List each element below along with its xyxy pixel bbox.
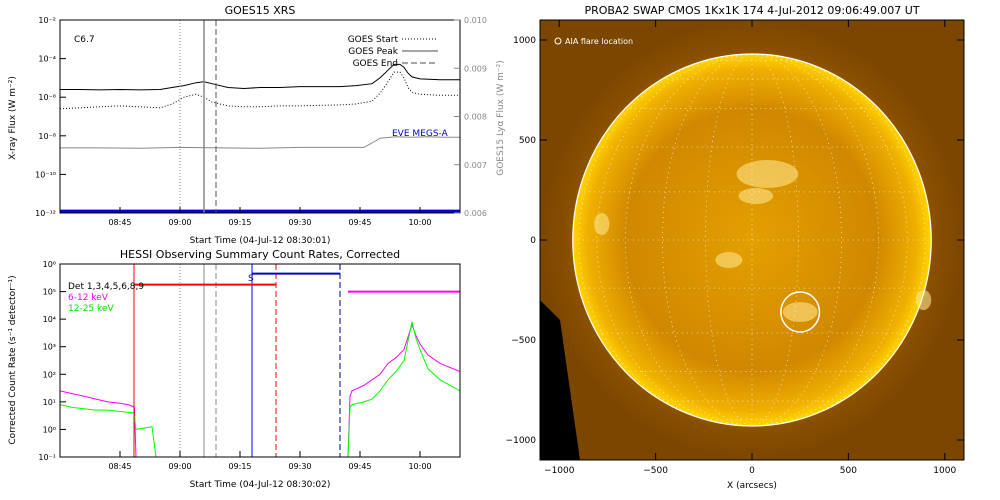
swap-title: PROBA2 SWAP CMOS 1Kx1K 174 4-Jul-2012 09…: [584, 4, 919, 17]
xrs-y-axis-label: X-ray Flux (W m⁻²): [8, 76, 18, 160]
hessi-plot-frame: [59, 263, 461, 458]
xrs-y-tick-label: 10⁻⁸: [38, 132, 56, 141]
hessi-x-axis-label: Start Time (04-Jul-12 08:30:02): [190, 480, 331, 490]
xrs-x-tick-label: 10:00: [408, 218, 431, 227]
flare-location-circle: [780, 291, 821, 333]
hessi-legend-hi: 12-25 keV: [68, 304, 114, 314]
hessi-series-hi: [60, 321, 460, 457]
hessi-y-tick-label: 10⁵: [43, 288, 56, 297]
swap-y-tick-label: −1000: [506, 436, 537, 446]
swap-x-tick-label: −500: [643, 466, 668, 476]
xrs-y-tick-label: 10⁻⁴: [38, 55, 56, 64]
xrs-y-right-tick-label: 0.008: [464, 113, 487, 122]
sun-limb: [572, 53, 932, 427]
hessi-title: HESSI Observing Summary Count Rates, Cor…: [120, 248, 400, 261]
hessi-y-tick-label: 10³: [43, 343, 56, 352]
xrs-legend-peak-label: GOES Peak: [348, 47, 398, 57]
xrs-x-tick-label: 08:45: [108, 218, 131, 227]
xrs-y-axis-right-label: GOES15 Lyα Flux (W m⁻²): [496, 60, 506, 176]
xrs-legend: GOES Start GOES Peak GOES End: [348, 35, 438, 69]
hessi-x-tick-label: 09:00: [168, 462, 191, 471]
xrs-plot-frame: [59, 19, 461, 214]
xrs-legend-start-label: GOES Start: [348, 35, 399, 45]
hessi-x-tick-label: 09:45: [348, 462, 371, 471]
swap-x-axis-label: X (arcsecs): [727, 481, 777, 491]
xrs-series-long: [60, 63, 460, 91]
xrs-x-tick-label: 09:45: [348, 218, 371, 227]
swap-y-tick-label: 0: [530, 236, 536, 246]
swap-panel: PROBA2 SWAP CMOS 1Kx1K 174 4-Jul-2012 09…: [506, 4, 965, 491]
hessi-panel: HESSI Observing Summary Count Rates, Cor…: [8, 248, 461, 490]
swap-y-tick-label: −500: [511, 336, 536, 346]
hessi-markers: [133, 264, 460, 457]
xrs-x-tick-label: 09:30: [288, 218, 311, 227]
xrs-series-lya: [60, 136, 460, 149]
hessi-y-tick-label: 10⁶: [43, 260, 56, 269]
xrs-series-group: [60, 63, 460, 213]
hessi-y-tick-label: 10⁻¹: [38, 453, 56, 462]
hessi-s-label: S: [248, 274, 254, 284]
active-region: [782, 302, 818, 322]
hessi-legend: Det 1,3,4,5,6,8,9 6-12 keV 12-25 keV: [68, 282, 144, 314]
active-region: [593, 213, 610, 235]
xrs-y-tick-label: 10⁻¹²: [35, 209, 56, 218]
xrs-flare-times: [179, 20, 217, 213]
swap-y-tick-label: 1000: [513, 36, 536, 46]
grid-longitude: [596, 53, 753, 427]
xrs-y-tick-label: 10⁻⁶: [38, 93, 56, 102]
swap-y-tick-label: 500: [519, 136, 536, 146]
swap-dark-corner: [540, 300, 580, 460]
xrs-title: GOES15 XRS: [225, 4, 296, 17]
xrs-eve-annotation: EVE MEGS-A: [392, 129, 449, 139]
xrs-panel: GOES15 XRS 10⁻¹² 10⁻¹⁰ 10⁻⁸ 10⁻⁶ 10⁻⁴ 10⁻² 0.…: [8, 4, 506, 246]
hessi-y-tick-label: 10²: [43, 370, 56, 379]
swap-x-tick-label: 500: [840, 466, 857, 476]
swap-x-axis: −1000 −500 0 500 1000: [544, 20, 956, 476]
xrs-y-right-tick-label: 0.007: [464, 161, 487, 170]
xrs-y-right-tick-label: 0.010: [464, 16, 487, 25]
hessi-y-tick-label: 10⁰: [43, 425, 56, 434]
hessi-legend-lo: 6-12 keV: [68, 293, 109, 303]
xrs-x-tick-label: 09:15: [228, 218, 251, 227]
swap-image: [540, 20, 964, 460]
xrs-y-tick-label: 10⁻¹⁰: [35, 170, 56, 179]
active-region: [738, 188, 774, 204]
xrs-series-short: [60, 71, 460, 110]
xrs-x-axis: 08:45 09:00 09:15 09:30 09:45 10:00: [108, 207, 432, 227]
sun-disk-group: [572, 53, 932, 427]
swap-legend-circle-icon: [554, 37, 562, 45]
swap-x-tick-label: 1000: [933, 466, 956, 476]
xrs-x-axis-label: Start Time (04-Jul-12 08:30:01): [190, 236, 331, 246]
hessi-x-axis: 08:45 09:00 09:15 09:30 09:45 10:00: [108, 451, 432, 471]
xrs-y-axis-right: 0.006 0.007 0.008 0.009 0.010: [454, 16, 487, 218]
hessi-y-axis-label: Corrected Count Rate (s⁻¹ detector⁻¹): [8, 275, 18, 444]
hessi-series-group: [60, 321, 460, 457]
hessi-legend-det: Det 1,3,4,5,6,8,9: [68, 282, 144, 292]
xrs-y-right-tick-label: 0.006: [464, 209, 487, 218]
xrs-flare-class: C6.7: [74, 35, 95, 45]
hessi-y-tick-label: 10⁴: [43, 315, 56, 324]
xrs-y-axis: 10⁻¹² 10⁻¹⁰ 10⁻⁸ 10⁻⁶ 10⁻⁴ 10⁻²: [35, 16, 66, 218]
swap-x-tick-label: 0: [749, 466, 755, 476]
active-region: [736, 160, 799, 188]
active-region: [715, 252, 743, 268]
xrs-x-tick-label: 09:00: [168, 218, 191, 227]
xrs-y-tick-label: 10⁻²: [38, 16, 56, 25]
swap-x-tick-label: −1000: [544, 466, 575, 476]
hessi-x-tick-label: 10:00: [408, 462, 431, 471]
swap-legend-label: AIA flare location: [565, 37, 633, 46]
hessi-x-tick-label: 09:30: [288, 462, 311, 471]
xrs-y-right-tick-label: 0.009: [464, 64, 487, 73]
hessi-y-axis: 10⁻¹ 10⁰ 10¹ 10² 10³ 10⁴ 10⁵ 10⁶: [38, 260, 66, 462]
swap-legend: AIA flare location: [554, 37, 633, 46]
hessi-x-tick-label: 08:45: [108, 462, 131, 471]
swap-y-axis: −1000 −500 0 500 1000: [506, 36, 964, 446]
hessi-x-tick-label: 09:15: [228, 462, 251, 471]
xrs-legend-end-label: GOES End: [353, 59, 398, 69]
hessi-series-lo: [60, 323, 460, 457]
grid-longitude: [751, 53, 908, 427]
hessi-y-tick-label: 10¹: [43, 398, 56, 407]
